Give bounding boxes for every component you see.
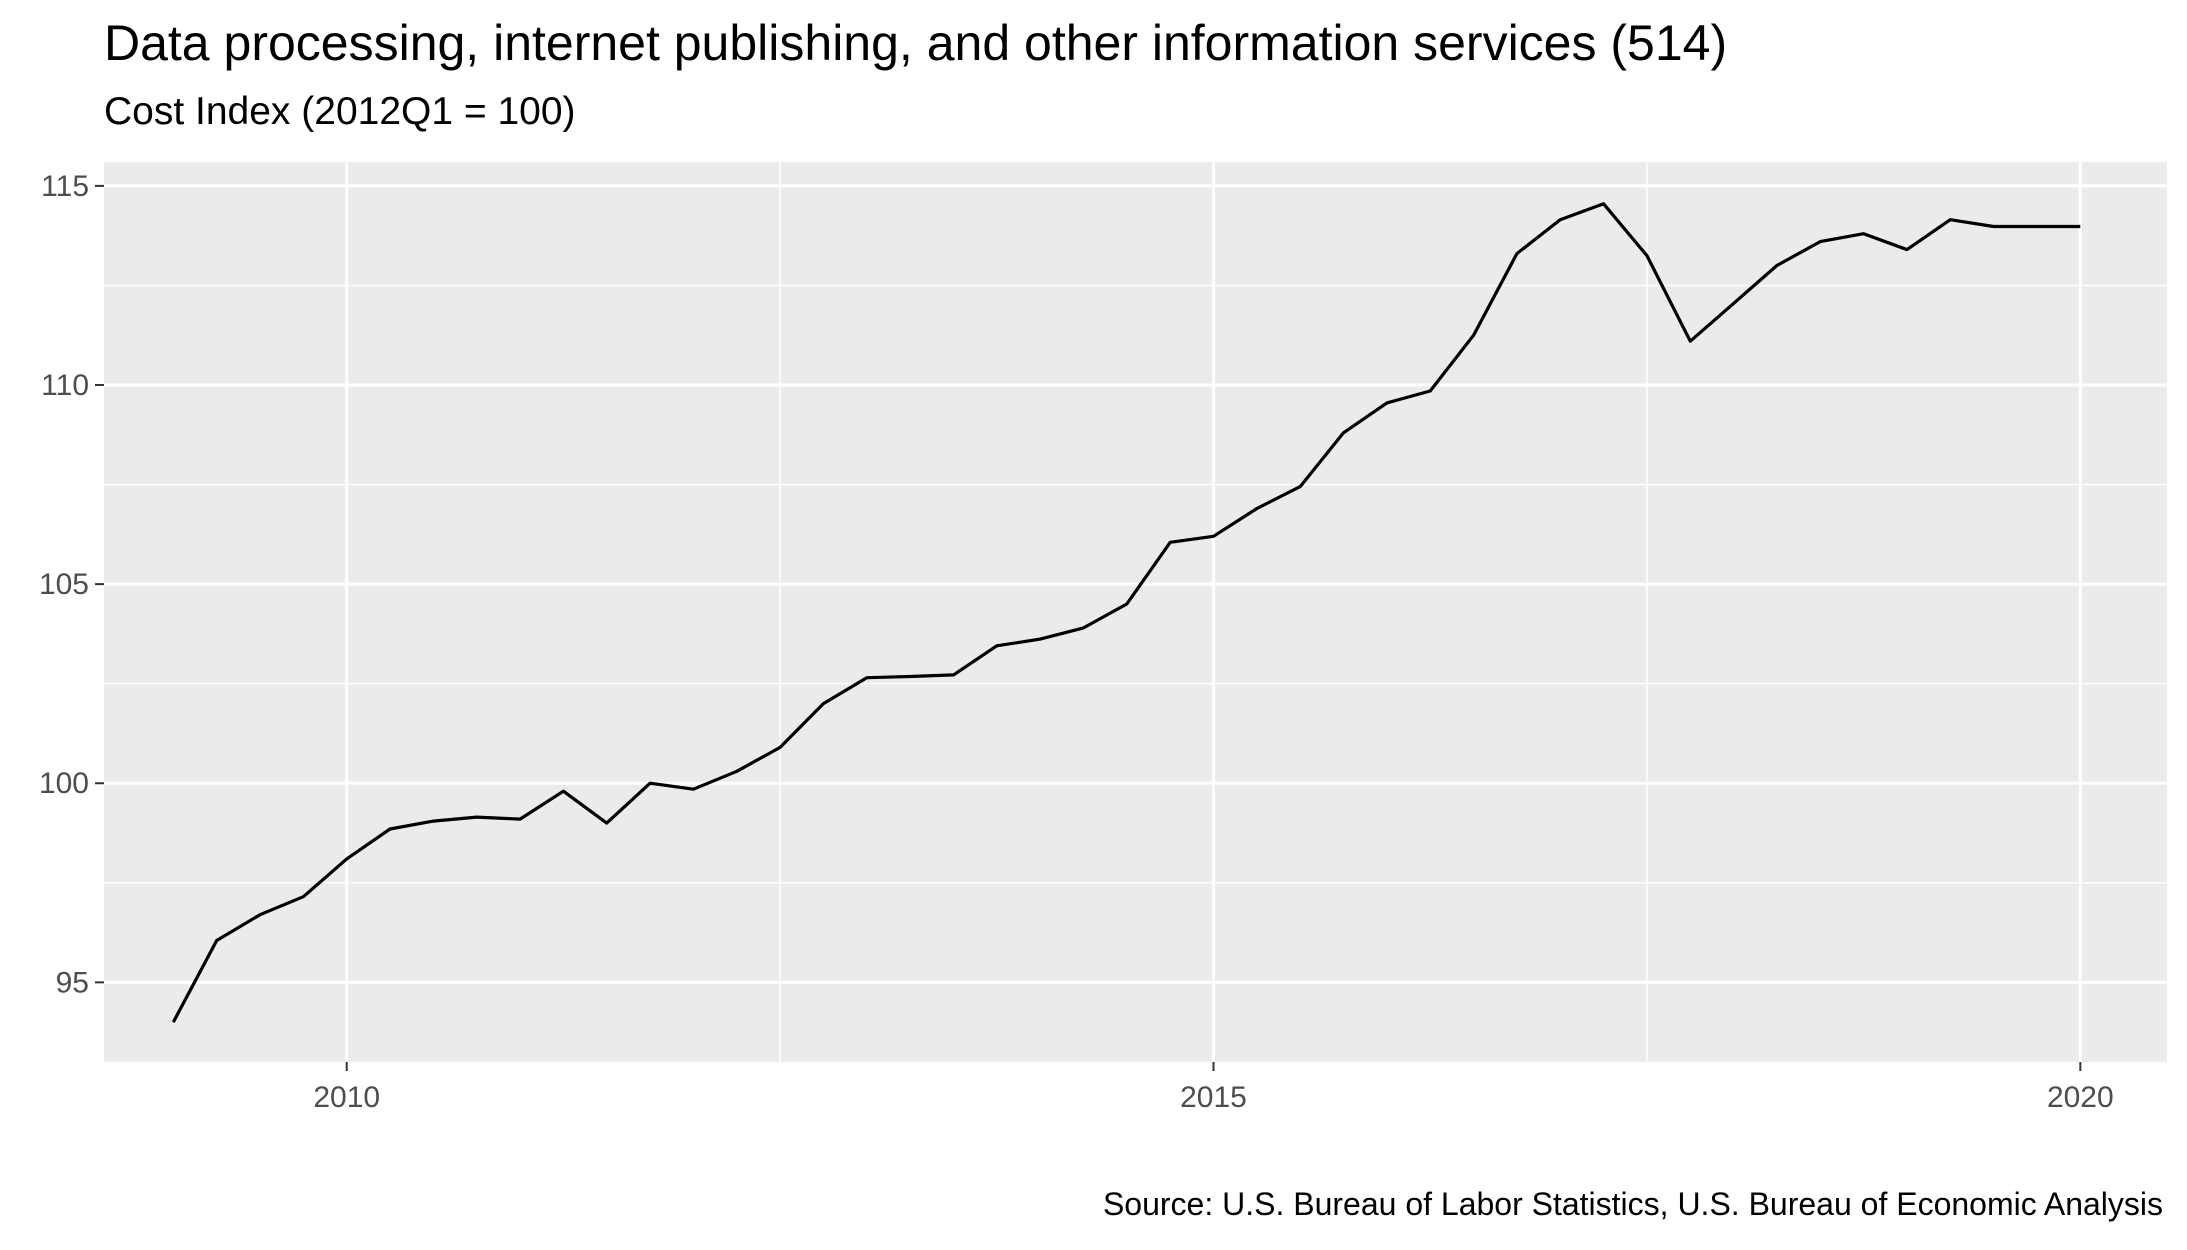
- axes: 95 100 105 110 115 2010 2015 2020: [39, 170, 2114, 1114]
- y-tick-label: 100: [39, 767, 89, 800]
- x-tick-label: 2010: [313, 1081, 380, 1114]
- x-tick-label: 2020: [2047, 1081, 2114, 1114]
- y-tick-label: 110: [41, 369, 89, 402]
- chart-title: Data processing, internet publishing, an…: [104, 15, 1728, 71]
- series-lines: [171, 202, 2081, 1023]
- plot-panel: [104, 162, 2167, 1062]
- major-gridlines: [104, 162, 2167, 1062]
- y-tick-label: 95: [56, 966, 89, 999]
- x-tick-label: 2015: [1180, 1081, 1247, 1114]
- series-line: [171, 202, 2081, 1023]
- y-tick-label: 105: [39, 568, 89, 601]
- chart-subtitle: Cost Index (2012Q1 = 100): [104, 90, 576, 133]
- minor-gridlines: [104, 162, 2167, 1062]
- chart-caption: Source: U.S. Bureau of Labor Statistics,…: [1102, 1186, 2163, 1222]
- y-tick-label: 115: [41, 170, 89, 203]
